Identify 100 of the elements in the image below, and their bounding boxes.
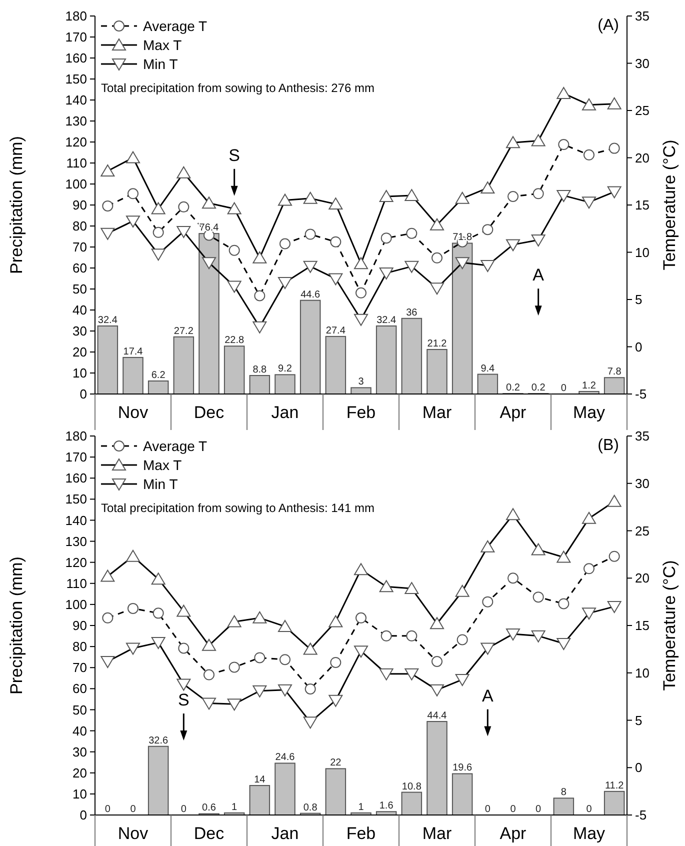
y-axis-title: Precipitation (mm) [7,556,26,694]
data-label: 3 [358,376,364,388]
data-label: 14 [254,774,266,786]
y-axis-title: Precipitation (mm) [7,136,26,274]
y2-axis-title: Temperature (°C) [660,560,679,691]
y-tick-label: 40 [72,302,87,318]
y-tick-label: 140 [65,512,87,528]
data-label: 8.8 [252,364,268,376]
y-tick-label: 170 [65,450,87,465]
x-tick-label: Nov [118,403,149,422]
data-label: 7.8 [607,366,622,378]
y-tick-label: 60 [72,260,87,276]
data-label: 0 [130,804,136,815]
y-tick-label: 80 [72,218,87,234]
y2-tick-label: 25 [635,523,650,538]
y2-tick-label: 20 [635,570,650,586]
x-tick-label: Apr [500,824,527,843]
y2-tick-label: 25 [635,103,650,118]
y-tick-label: 150 [65,72,87,87]
data-label: 0 [536,804,542,815]
data-label: 0 [484,804,491,815]
y-tick-label: 70 [72,240,87,255]
y-tick-label: 110 [66,156,87,171]
x-tick-label: Nov [118,824,149,843]
y-tick-label: 160 [65,50,87,66]
data-label: 27.2 [174,326,194,337]
x-tick-label: May [572,824,606,843]
legend-label: Max T [143,456,182,473]
data-label: 0 [586,804,592,815]
y2-tick-label: 30 [635,476,650,491]
y-tick-label: 60 [72,681,87,696]
y2-tick-label: 10 [635,665,650,680]
annotation: Total precipitation from sowing to Anthesis: 276 mm [101,81,374,95]
data-label: 27.4 [326,325,346,336]
data-label: 21.2 [427,338,448,350]
y-tick-label: 40 [72,723,87,738]
data-label: 1 [358,802,364,813]
y2-tick-label: 0 [635,339,642,354]
y-tick-label: 0 [80,808,87,823]
y-tick-label: 30 [72,744,87,760]
y2-tick-label: 15 [635,198,650,213]
data-label: 1.2 [582,380,596,392]
chart-title: (B) [598,437,619,454]
y-tick-label: 50 [72,702,87,718]
chart-title: (A) [598,17,619,34]
x-tick-label: Dec [194,824,225,843]
data-label: 10.8 [402,781,422,792]
y-tick-label: 180 [65,8,87,24]
data-label: 0 [180,804,187,815]
y2-tick-label: 20 [635,150,650,166]
data-label: 1 [232,802,238,813]
data-label: 1.6 [379,800,394,812]
data-label: 0 [104,804,111,815]
y-tick-label: 10 [72,786,87,802]
y-tick-label: 90 [72,198,87,213]
y-tick-label: 130 [65,534,87,549]
y-tick-label: 120 [65,554,87,570]
data-label: 9.2 [278,364,292,375]
data-label: 0.8 [303,802,318,814]
data-label: 36 [406,307,418,318]
y-tick-label: 140 [65,92,87,108]
data-label: 44.6 [300,289,320,300]
y2-tick-label: 0 [635,760,642,776]
annotation: S [228,146,240,165]
y-tick-label: 10 [72,366,87,381]
y-tick-label: 0 [80,386,87,402]
y2-tick-label: 10 [635,244,650,260]
x-tick-label: Mar [422,403,452,422]
y-tick-label: 180 [65,428,87,444]
data-label: 11.2 [604,780,624,792]
data-label: 0.6 [202,802,216,814]
annotation: A [532,266,545,285]
y-tick-label: 110 [66,576,87,591]
data-label: 0 [510,804,516,815]
x-tick-label: Jan [271,824,299,843]
data-label: 44.4 [427,710,448,722]
y-tick-label: 100 [65,596,87,612]
data-label: 9.4 [480,363,496,374]
y-tick-label: 100 [65,176,87,192]
y2-tick-label: 35 [635,428,650,444]
data-label: 22.8 [224,335,244,346]
y2-tick-label: 15 [635,618,650,634]
legend-label: Min T [143,476,178,492]
y2-tick-label: 5 [635,712,642,728]
data-label: 17.4 [123,346,144,358]
legend-label: Average T [143,18,208,34]
y-tick-label: 160 [65,470,87,486]
y2-tick-label: -5 [635,386,647,402]
legend-label: Average T [143,438,208,454]
data-label: 24.6 [275,752,296,764]
y-tick-label: 20 [72,344,87,360]
data-label: 76.4 [199,222,220,234]
data-label: 32.6 [148,735,168,746]
y-tick-label: 50 [72,282,87,297]
legend-label: Min T [143,56,178,72]
legend-label: Max T [143,36,182,53]
data-label: 8 [560,787,567,798]
data-label: 19.6 [452,762,472,774]
y2-axis-title: Temperature (°C) [660,140,679,270]
annotation: S [178,690,190,710]
